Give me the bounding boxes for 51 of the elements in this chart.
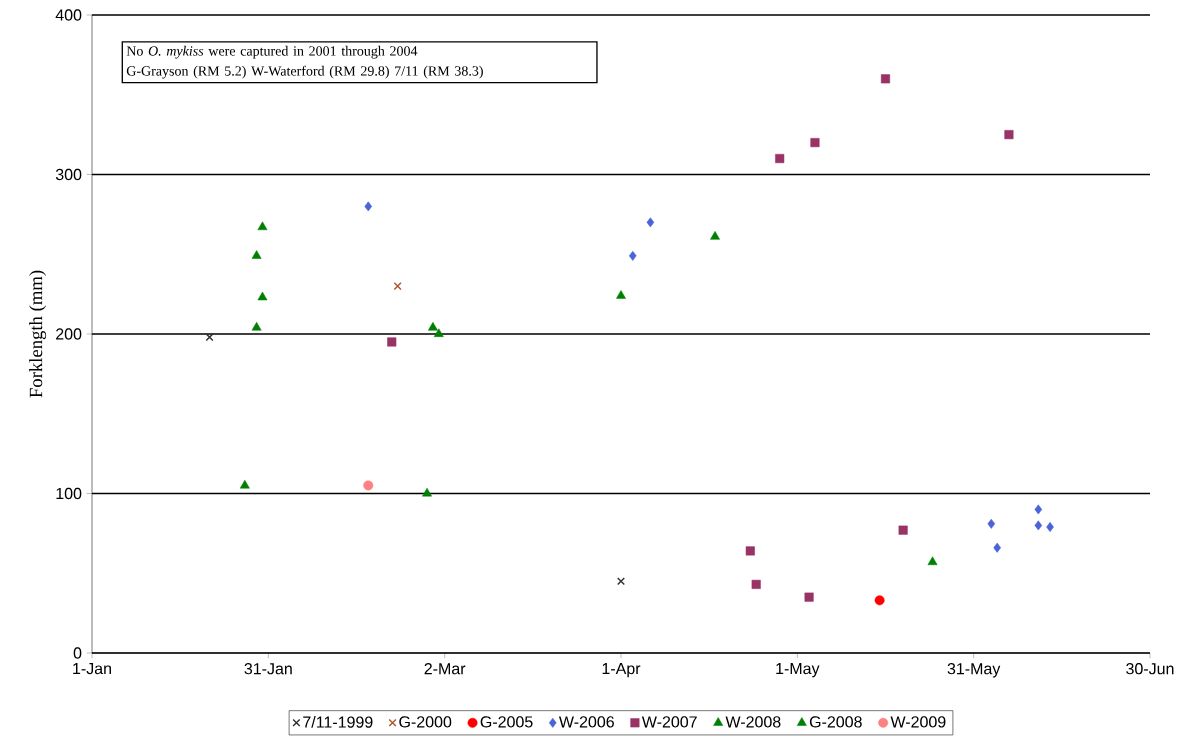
- annotation: G-Grayson (RM 5.2) W-Waterford (RM 29.8) 7/11 (RM 38.3): [126, 65, 483, 79]
- point: [1004, 130, 1014, 140]
- x-tick-label: 30-Jun: [1126, 663, 1174, 675]
- legend-label: 7/11-1999: [303, 716, 373, 728]
- legend-label: G-2005: [480, 716, 533, 728]
- point: [710, 231, 720, 240]
- annotation: No O. mykiss were captured in 2001 through 2004: [126, 45, 418, 59]
- point: [363, 480, 374, 491]
- legend-label: G-2008: [809, 716, 862, 728]
- legend-label: W-2008: [725, 716, 781, 728]
- point: [257, 291, 268, 301]
- point: [387, 337, 397, 347]
- x-tick-label: 1-Jan: [73, 663, 111, 675]
- point: [1046, 522, 1054, 532]
- y-tick-label: 0: [73, 647, 82, 659]
- legend-label: W-2007: [641, 716, 697, 728]
- point: [880, 74, 891, 84]
- point: [898, 525, 908, 535]
- x-tick-label: 31-Jan: [244, 663, 292, 675]
- x-tick-label: 1-Apr: [602, 663, 641, 678]
- point: [251, 250, 262, 259]
- point: [428, 322, 438, 331]
- point: [257, 221, 268, 231]
- x-tick-label: 31-May: [947, 663, 1001, 678]
- point: [810, 138, 820, 148]
- point: [1034, 504, 1043, 515]
- point: [1034, 520, 1043, 531]
- y-axis-title: Forklength (mm): [29, 270, 47, 398]
- legend-label: W-2006: [558, 716, 614, 728]
- point: [251, 322, 262, 331]
- point: [745, 546, 755, 556]
- point: [874, 595, 885, 606]
- legend-label: W-2009: [890, 716, 946, 728]
- y-tick-label: 200: [56, 328, 82, 340]
- point: [364, 201, 373, 212]
- point: [987, 518, 996, 529]
- y-tick-label: 400: [55, 9, 82, 21]
- x-tick-label: 2-Mar: [424, 663, 466, 675]
- point: [927, 556, 938, 566]
- point: [751, 579, 761, 589]
- point: [239, 479, 250, 489]
- point: [804, 592, 814, 602]
- legend-label: G-2000: [399, 716, 452, 728]
- y-tick-label: 100: [56, 487, 82, 500]
- y-tick-label: 300: [55, 168, 82, 181]
- point: [422, 487, 432, 497]
- x-tick-label: 1-May: [776, 663, 820, 678]
- point: [993, 542, 1001, 553]
- point: [205, 333, 214, 342]
- point: [393, 282, 402, 291]
- point: [775, 154, 785, 164]
